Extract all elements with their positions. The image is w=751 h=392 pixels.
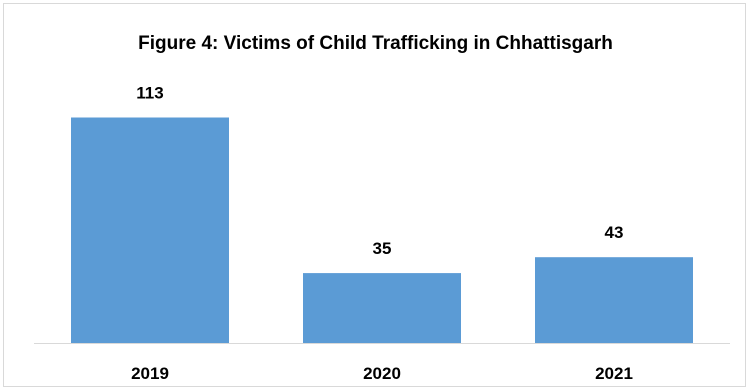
chart-title: Figure 4: Victims of Child Trafficking i… [138, 33, 613, 54]
bar-2020 [303, 273, 461, 343]
x-tick-label-2020: 2020 [363, 364, 401, 383]
bar-2021 [535, 257, 693, 343]
bar-2019 [71, 117, 229, 343]
data-label-2019: 113 [136, 84, 163, 103]
bars-group: 113 2019 35 2020 43 2021 [71, 84, 693, 383]
data-label-2020: 35 [373, 239, 392, 258]
x-tick-label-2021: 2021 [595, 364, 633, 383]
x-tick-label-2019: 2019 [131, 364, 169, 383]
data-label-2021: 43 [605, 223, 624, 242]
